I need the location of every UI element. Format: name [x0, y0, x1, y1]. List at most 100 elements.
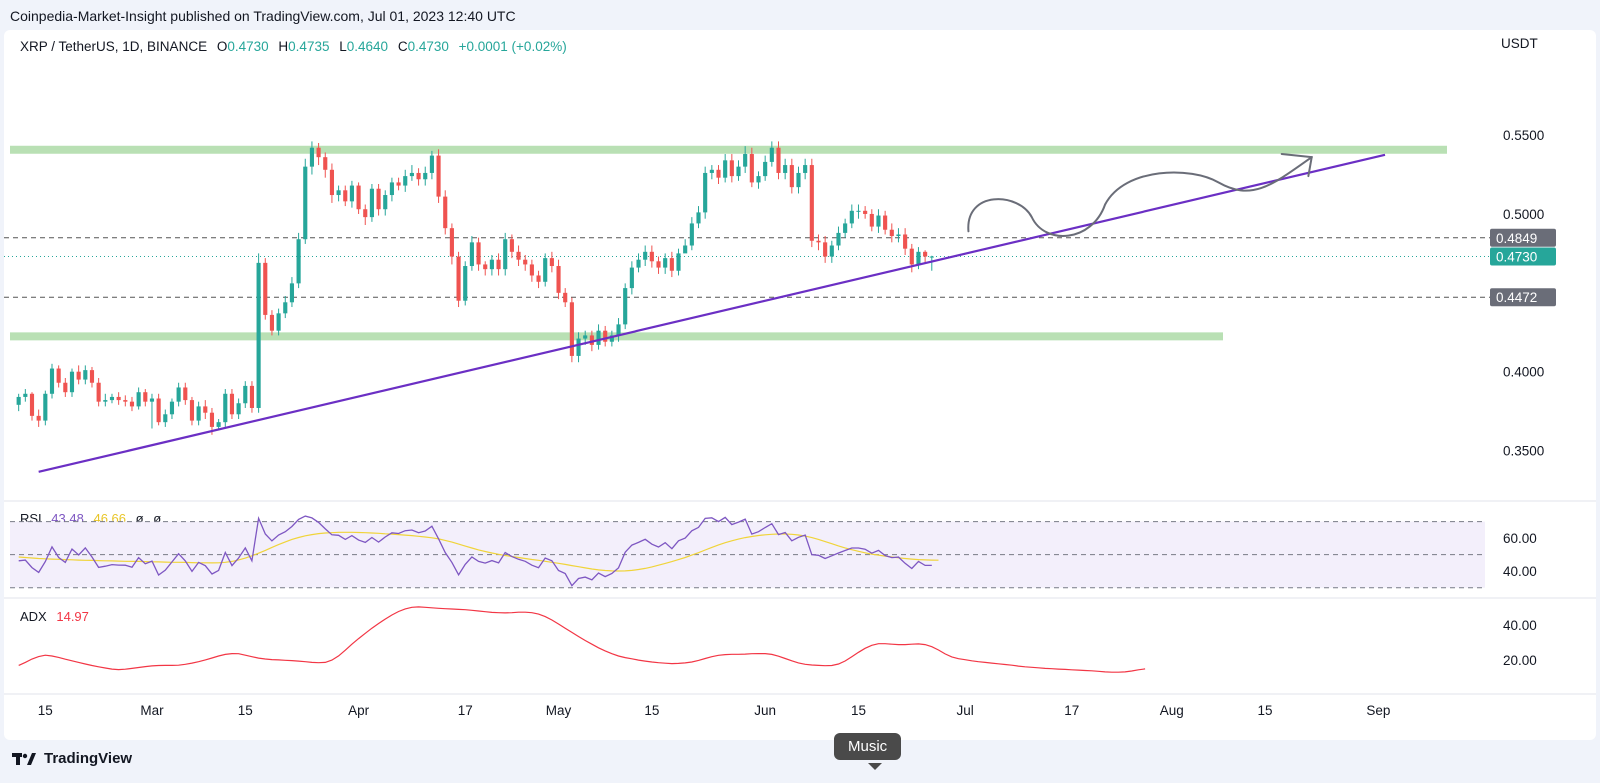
rsi-extra-2: ø	[153, 511, 161, 526]
candle	[369, 188, 374, 218]
candle	[169, 401, 175, 415]
candle	[489, 259, 494, 270]
candle	[623, 288, 628, 325]
chart-canvas[interactable]: XRP / TetherUS, 1D, BINANCE O0.4730 H0.4…	[4, 30, 1596, 740]
candle	[103, 400, 108, 402]
legend-open-value: 0.4730	[227, 39, 268, 54]
candle	[883, 215, 888, 230]
candle	[289, 283, 295, 303]
time-axis-tick: Apr	[348, 703, 370, 718]
candle	[149, 398, 155, 402]
candle	[669, 258, 674, 271]
time-axis-tick: 17	[458, 703, 473, 718]
adx-axis-tick: 40.00	[1503, 618, 1537, 633]
candle	[323, 157, 328, 170]
candle	[703, 172, 708, 213]
candle	[249, 385, 255, 408]
candle	[209, 412, 215, 427]
tradingview-logo[interactable]: TradingView	[12, 750, 132, 767]
candle	[723, 160, 728, 178]
legend-close-label: C	[398, 39, 408, 54]
candle	[269, 314, 275, 331]
candle	[843, 223, 848, 233]
price-axis-tick: 0.5000	[1503, 207, 1544, 222]
candle	[536, 275, 541, 282]
adx-legend: ADX 14.97	[20, 609, 89, 624]
legend-line: XRP / TetherUS, 1D, BINANCE O0.4730 H0.4…	[20, 39, 567, 54]
candle	[876, 215, 881, 227]
candle	[423, 172, 428, 180]
price-label: 0.4472	[1496, 290, 1537, 305]
candle	[783, 165, 788, 173]
candle	[543, 258, 548, 282]
candle	[236, 403, 241, 415]
candle	[649, 251, 654, 262]
adx-value: 14.97	[56, 609, 89, 624]
candle	[376, 188, 381, 210]
candle	[316, 147, 321, 158]
candle	[743, 154, 748, 167]
candle	[916, 251, 921, 265]
candle	[756, 176, 761, 183]
candle	[503, 239, 508, 270]
candle	[283, 302, 288, 314]
candle	[803, 165, 808, 173]
candle	[769, 147, 774, 162]
candle	[476, 242, 481, 265]
price-label-box	[1490, 288, 1556, 307]
time-axis-tick: Mar	[140, 703, 164, 718]
candle	[416, 172, 421, 180]
candle	[436, 155, 441, 197]
adx-line	[18, 606, 1146, 673]
candle	[709, 169, 714, 173]
candle	[256, 262, 261, 408]
legend-high-value: 0.4735	[288, 39, 329, 54]
horizontal-zone	[10, 145, 1447, 154]
candle	[776, 147, 781, 173]
chart-card[interactable]: XRP / TetherUS, 1D, BINANCE O0.4730 H0.4…	[4, 30, 1596, 740]
candle	[383, 195, 388, 210]
candle	[83, 370, 88, 380]
time-axis-tick: 15	[1258, 703, 1273, 718]
candle	[856, 210, 861, 212]
candle	[823, 242, 828, 257]
candle	[163, 414, 168, 423]
candle	[223, 393, 228, 423]
time-axis-tick: 15	[644, 703, 659, 718]
candle	[643, 251, 648, 260]
price-axis-tick: 0.4000	[1503, 365, 1544, 380]
candle	[43, 393, 48, 421]
candle	[809, 165, 814, 241]
candle	[189, 400, 195, 421]
candle	[516, 251, 521, 260]
candle	[109, 396, 115, 401]
rsi-axis-tick: 60.00	[1503, 531, 1537, 546]
time-axis-tick: 15	[238, 703, 253, 718]
candle	[363, 209, 368, 218]
candle	[496, 259, 501, 270]
candle	[243, 385, 248, 404]
candle	[816, 240, 821, 243]
candle	[656, 261, 661, 268]
candle	[596, 330, 601, 345]
candle	[76, 371, 81, 380]
candle	[829, 245, 834, 257]
price-label: 0.4849	[1496, 231, 1537, 246]
candle	[556, 266, 561, 293]
candle	[336, 190, 341, 196]
candle	[303, 166, 308, 240]
legend-open-label: O	[217, 39, 228, 54]
music-tooltip: Music	[834, 733, 902, 770]
legend-close-value: 0.4730	[408, 39, 449, 54]
candle	[576, 338, 581, 356]
candle	[609, 335, 614, 342]
candle	[569, 302, 574, 356]
candle	[89, 370, 95, 383]
candle	[869, 213, 874, 227]
candle	[216, 422, 221, 427]
adx-axis-tick: 20.00	[1503, 653, 1537, 668]
candle	[156, 398, 161, 423]
candle	[929, 256, 934, 258]
candle	[349, 185, 354, 202]
tradingview-brand: TradingView	[44, 750, 133, 767]
